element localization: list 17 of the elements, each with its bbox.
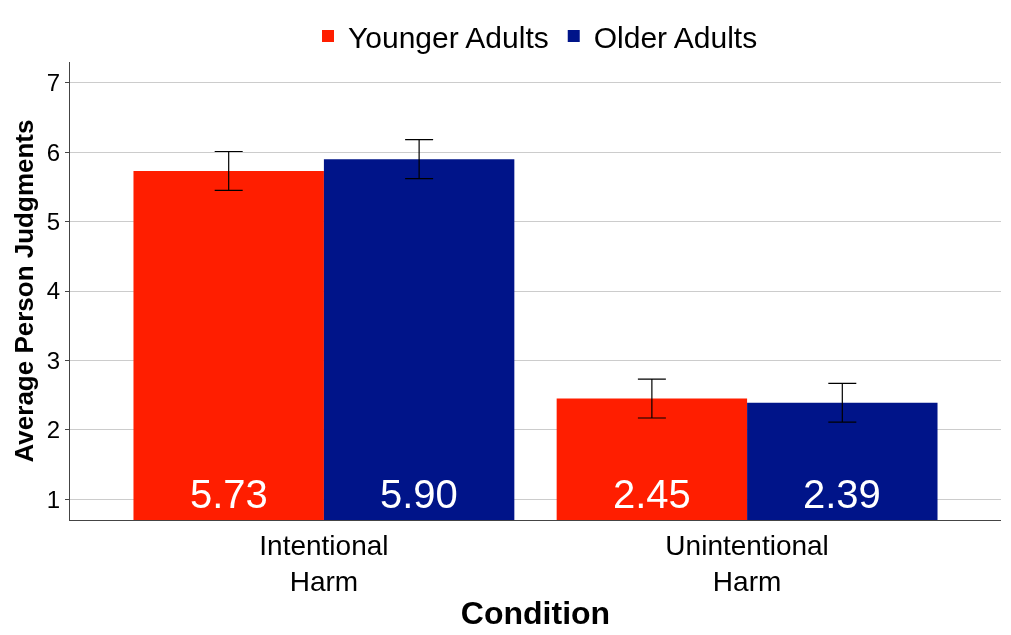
y-tick-label: 3 (46, 346, 61, 374)
y-axis-title: Average Person Judgments (9, 119, 40, 463)
data-label: 2.39 (803, 472, 881, 516)
x-tick-label: Intentional Harm (259, 529, 389, 597)
data-label: 5.73 (190, 472, 268, 516)
data-label: 5.90 (380, 472, 458, 516)
x-axis-title: Condition (460, 594, 611, 631)
y-tick-label: 5 (46, 208, 61, 236)
legend-label: Older Adults (593, 20, 758, 54)
y-tick-label: 2 (46, 416, 61, 444)
data-label: 2.45 (613, 472, 691, 516)
y-tick-label: 7 (46, 69, 61, 97)
y-tick-label: 1 (46, 485, 61, 513)
legend-label: Younger Adults (348, 20, 549, 54)
y-tick-label: 4 (46, 277, 61, 305)
x-tick-label: Unintentional Harm (665, 529, 829, 597)
y-tick-label: 6 (46, 138, 61, 166)
